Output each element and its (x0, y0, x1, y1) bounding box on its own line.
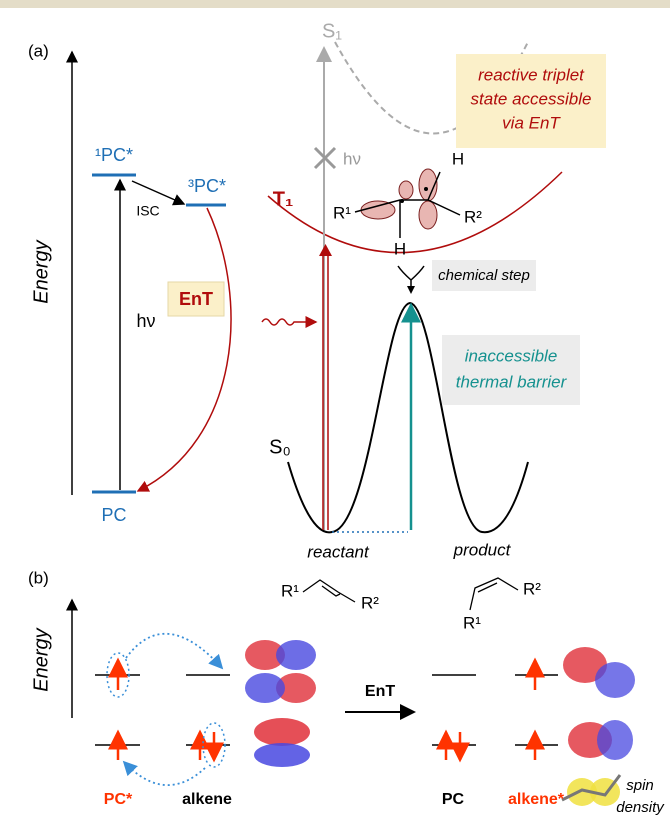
triplet-note: state accessible (471, 89, 592, 108)
reactant-label: reactant (307, 542, 370, 561)
lobe (597, 720, 633, 760)
pc-label: PC (442, 791, 465, 808)
ent-label: EnT (365, 683, 395, 700)
ent-curve (136, 207, 232, 492)
barrier-note: inaccessible (465, 346, 558, 365)
substituent: R² (523, 579, 541, 598)
triplet-box (456, 54, 606, 148)
product-label: product (453, 540, 512, 559)
lobe (563, 647, 607, 683)
singlet-label: ¹PC* (95, 145, 133, 165)
alkene-label: alkene (182, 791, 232, 808)
transfer-arrow (122, 760, 206, 787)
lobe (595, 662, 635, 698)
orbital-lobe (360, 200, 396, 220)
substituent: R² (361, 593, 379, 612)
orbital-levels (95, 674, 558, 746)
orbital-lobe (418, 200, 438, 230)
trans-alkene (302, 579, 356, 603)
t1-curve (267, 171, 563, 254)
blocked-cross (313, 146, 337, 170)
panel-label: (a) (28, 41, 49, 60)
highlight-ellipse (106, 652, 130, 698)
ent-box (167, 281, 225, 317)
triplet-note: reactive triplet (478, 65, 585, 84)
alkene-star-label: alkene* (508, 791, 565, 808)
excitation-label: hν (136, 311, 155, 331)
transfer-arrow (125, 633, 224, 670)
radical-dot (400, 199, 404, 203)
electron-arrows (108, 657, 545, 763)
lobe (245, 673, 285, 703)
spin-bond (561, 774, 622, 802)
blocked-label: hν (343, 149, 361, 168)
radical-dot (424, 187, 428, 191)
highlight-ellipse (202, 722, 226, 768)
triplet-molecule (354, 168, 461, 238)
lobe (276, 640, 316, 670)
panel-label: (b) (28, 568, 49, 587)
hydrogen: H (394, 239, 406, 258)
cis-alkene (469, 577, 519, 611)
energy-label: Energy (30, 627, 52, 691)
spin-density-label: density (616, 799, 665, 816)
substituent: R¹ (281, 581, 299, 600)
lobe (276, 673, 316, 703)
isc-label: ISC (136, 203, 159, 219)
lobe (254, 718, 310, 746)
ent-arrowhead (319, 244, 332, 256)
lobe (245, 640, 285, 670)
chemical-step-box (432, 260, 536, 291)
orbital-lobe (398, 180, 414, 200)
triplet-label: ³PC* (188, 176, 226, 196)
triplet-note: via EnT (502, 113, 561, 132)
orbital-images (245, 640, 635, 806)
pc-star-label: PC* (104, 791, 133, 808)
barrier-box (442, 335, 580, 405)
t1-label: T₁ (273, 188, 294, 210)
wavy-arrow (261, 316, 318, 328)
bonds (354, 171, 461, 238)
ground-label: PC (101, 505, 126, 525)
lobe (254, 743, 310, 767)
fork-head (407, 286, 415, 294)
substituent: R¹ (333, 203, 351, 222)
energy-label: Energy (30, 239, 52, 303)
isc-arrow (131, 180, 186, 206)
ent-label: EnT (179, 289, 213, 309)
hydrogen: H (452, 149, 464, 168)
s0-label: S₀ (269, 436, 291, 458)
barrier-note: thermal barrier (456, 372, 568, 391)
spin-density-label: spin (626, 777, 654, 794)
s1-label: S₁ (322, 20, 342, 42)
top-rule (0, 0, 670, 8)
spin-lobe (567, 778, 597, 806)
substituent: R¹ (463, 613, 481, 632)
chemical-step: chemical step (438, 267, 530, 284)
substituent: R² (464, 207, 482, 226)
